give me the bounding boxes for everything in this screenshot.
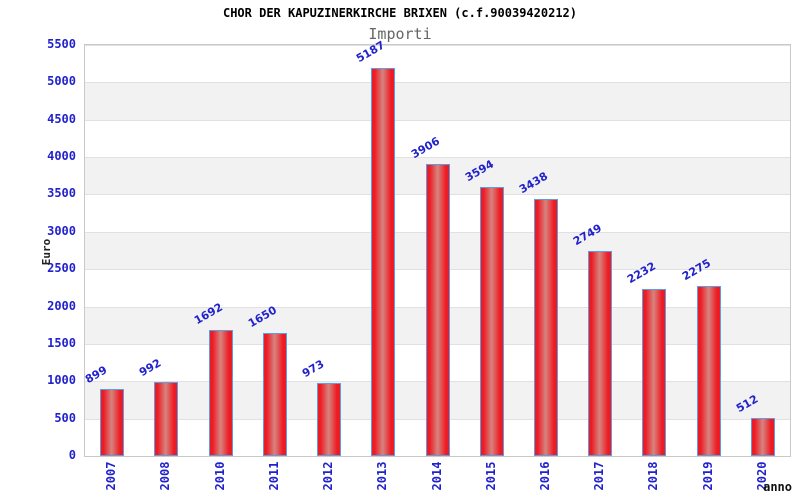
chart-subtitle: Importi bbox=[368, 25, 432, 43]
x-tick-label: 2011 bbox=[266, 461, 281, 491]
y-tick-label: 0 bbox=[68, 448, 76, 462]
bar bbox=[425, 164, 450, 456]
bar bbox=[371, 68, 396, 456]
chart-title: CHOR DER KAPUZINERKIRCHE BRIXEN (c.f.900… bbox=[222, 6, 577, 20]
bar bbox=[208, 329, 233, 456]
plot-area: 899 992 1692 1650 973 5187 3906 3594 3438 2749 223… bbox=[83, 39, 791, 457]
y-tick-label: 5500 bbox=[47, 37, 76, 51]
y-tick-label: 2500 bbox=[47, 261, 76, 276]
gridline bbox=[85, 82, 790, 84]
bar-value-label: 973 bbox=[300, 357, 327, 381]
x-tick-label: 2017 bbox=[592, 461, 607, 491]
y-tick-label: 1000 bbox=[47, 373, 76, 388]
x-axis-label: anno bbox=[763, 480, 792, 494]
x-tick-label: 2016 bbox=[537, 461, 552, 491]
bar bbox=[588, 250, 613, 456]
gridline bbox=[85, 119, 790, 121]
x-tick-label: 2008 bbox=[158, 461, 173, 491]
bar bbox=[642, 289, 667, 456]
bar bbox=[533, 199, 558, 456]
x-tick-label: 2019 bbox=[700, 461, 715, 491]
x-tick-label: 2015 bbox=[483, 461, 498, 491]
y-tick-label: 2000 bbox=[47, 298, 76, 313]
y-tick-label: 3000 bbox=[47, 223, 76, 238]
bar-value-label: 992 bbox=[137, 356, 164, 379]
y-tick-label: 4500 bbox=[47, 111, 76, 126]
bar-value-label: 5187 bbox=[354, 38, 388, 66]
plot-band bbox=[85, 82, 790, 120]
x-tick-label: 2018 bbox=[646, 461, 661, 491]
x-tick-label: 2007 bbox=[104, 461, 119, 491]
y-tick-label: 3500 bbox=[47, 186, 76, 201]
x-tick-label: 2012 bbox=[321, 461, 336, 491]
bar bbox=[696, 286, 721, 456]
bar bbox=[317, 383, 342, 456]
y-axis-label: Euro bbox=[40, 238, 53, 266]
bar bbox=[750, 417, 775, 456]
y-tick-label: 1500 bbox=[47, 335, 76, 350]
bar bbox=[100, 388, 125, 456]
bar bbox=[262, 332, 287, 456]
gridline bbox=[85, 45, 790, 46]
bar bbox=[154, 381, 179, 456]
x-tick-label: 2010 bbox=[212, 461, 227, 491]
x-tick-label: 2013 bbox=[375, 461, 390, 491]
y-tick-label: 5000 bbox=[47, 74, 76, 89]
y-tick-label: 500 bbox=[54, 410, 76, 425]
bar bbox=[479, 187, 504, 456]
gridline bbox=[85, 157, 790, 159]
y-tick-label: 4000 bbox=[47, 149, 76, 164]
x-tick-label: 2014 bbox=[429, 461, 444, 491]
